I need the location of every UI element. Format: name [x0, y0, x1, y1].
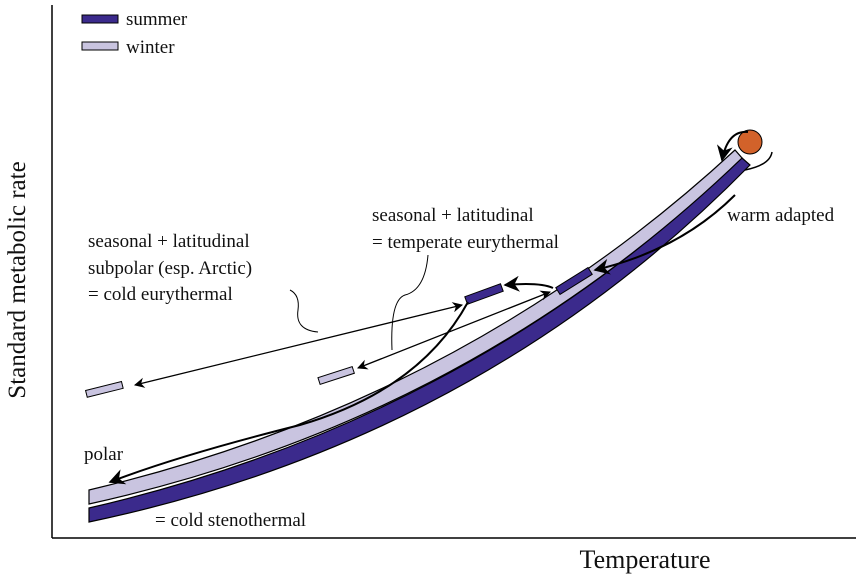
winter-bar	[84, 380, 124, 398]
annotation: warm adapted	[727, 205, 835, 226]
arrow	[716, 130, 749, 162]
legend-label: winter	[126, 37, 175, 58]
leader	[391, 254, 429, 351]
annotation: polar	[84, 444, 124, 465]
arrow	[503, 275, 554, 292]
leader	[289, 289, 319, 333]
annotation: seasonal + latitudinal	[88, 231, 250, 252]
annotation: subpolar (esp. Arctic)	[88, 258, 252, 279]
annotation: = cold stenothermal	[155, 510, 306, 531]
legend-label: summer	[126, 9, 188, 30]
winter-bar	[317, 365, 355, 385]
y-axis-label: Standard metabolic rate	[4, 161, 31, 398]
legend-swatch	[81, 41, 119, 51]
summer-bar	[555, 266, 593, 296]
annotation: = cold eurythermal	[88, 284, 233, 305]
summer-band	[88, 157, 751, 523]
arrow	[108, 301, 469, 485]
x-axis-label: Temperature	[580, 545, 711, 574]
annotation: seasonal + latitudinal	[372, 205, 534, 226]
annotation: = temperate eurythermal	[372, 232, 559, 253]
summer-bar	[464, 283, 504, 305]
arrow	[744, 151, 773, 171]
warm-dot	[737, 129, 763, 155]
arrow	[357, 290, 551, 370]
winter-band	[88, 149, 743, 505]
legend-swatch	[81, 14, 119, 24]
arrow	[593, 194, 736, 275]
